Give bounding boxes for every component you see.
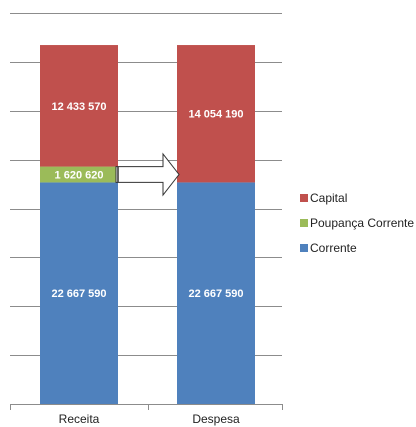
legend-swatch-corrente <box>300 243 308 252</box>
data-label: 1 620 620 <box>55 170 104 182</box>
arrow-annotation <box>115 152 180 197</box>
data-label: 22 667 590 <box>51 288 106 300</box>
bar-receita-capital <box>40 45 118 167</box>
bar-despesa-capital <box>177 45 255 183</box>
data-label: 14 054 190 <box>188 109 243 121</box>
bar-receita-poupanca-corrente <box>40 166 118 183</box>
bar-receita-corrente <box>40 182 118 404</box>
x-tick-label: Despesa <box>192 412 240 426</box>
legend-label-poupanca-corrente: Poupança Corrente <box>310 215 415 230</box>
legend-item-poupanca-corrente: Poupança Corrente <box>300 210 414 235</box>
bar-despesa-corrente <box>177 182 255 404</box>
data-label: 22 667 590 <box>188 288 243 300</box>
legend-swatch-poupanca-corrente <box>300 218 308 227</box>
legend-label-corrente: Corrente <box>310 240 357 255</box>
legend-item-corrente: Corrente <box>300 235 414 260</box>
legend-item-capital: Capital <box>300 185 414 210</box>
legend-label-capital: Capital <box>310 190 348 205</box>
legend-swatch-capital <box>300 193 308 202</box>
data-label: 12 433 570 <box>51 101 106 113</box>
x-tick-label: Receita <box>59 412 100 426</box>
legend: Capital Poupança Corrente Corrente <box>300 185 414 260</box>
